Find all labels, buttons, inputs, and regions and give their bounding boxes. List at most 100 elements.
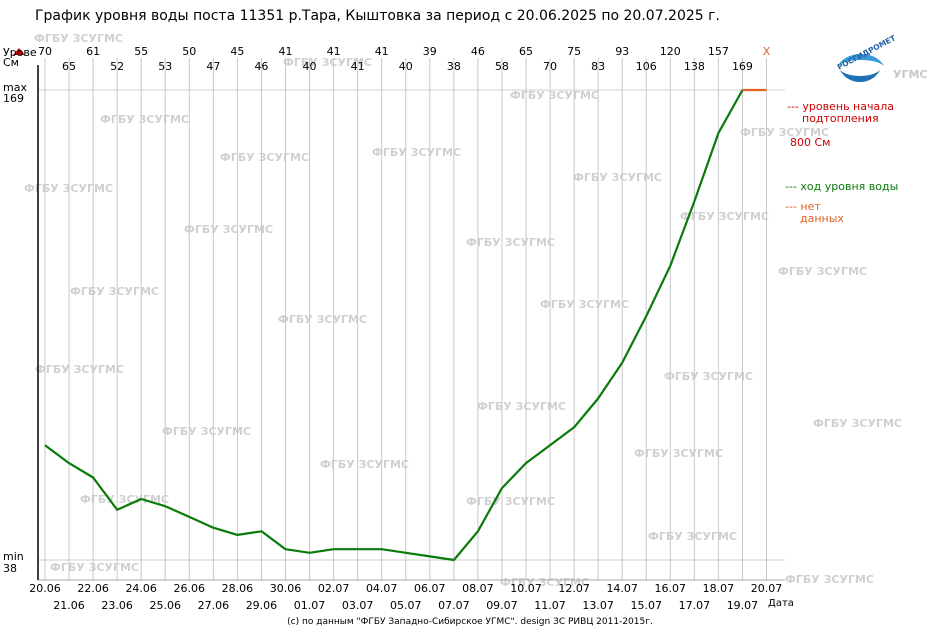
date-tick-label: 28.06 bbox=[222, 582, 254, 595]
top-value-label: 41 bbox=[375, 45, 389, 58]
top-value-label: 41 bbox=[327, 45, 341, 58]
date-tick-label: 06.07 bbox=[414, 582, 446, 595]
date-tick-label: 18.07 bbox=[703, 582, 735, 595]
watermark-text: ФГБУ ЗСУГМС bbox=[477, 400, 566, 413]
watermark-text: ФГБУ ЗСУГМС bbox=[372, 146, 461, 159]
date-tick-label: 02.07 bbox=[318, 582, 350, 595]
top-value-label: 106 bbox=[636, 60, 657, 73]
top-value-label: 41 bbox=[279, 45, 293, 58]
top-value-label: 40 bbox=[303, 60, 317, 73]
y-axis-arrow-icon bbox=[13, 48, 25, 55]
logo-badge bbox=[837, 39, 883, 85]
date-tick-label: 05.07 bbox=[390, 599, 422, 612]
y-axis-label: Урове bbox=[3, 46, 37, 59]
top-value-label: X bbox=[763, 45, 771, 58]
date-tick-label: 14.07 bbox=[606, 582, 638, 595]
top-value-label: 70 bbox=[543, 60, 557, 73]
date-tick-label: 09.07 bbox=[486, 599, 518, 612]
legend-item: данных bbox=[800, 212, 844, 225]
top-value-label: 46 bbox=[471, 45, 485, 58]
top-value-label: 75 bbox=[567, 45, 581, 58]
watermark-text: ФГБУ ЗСУГМС bbox=[680, 210, 769, 223]
top-value-label: 39 bbox=[423, 45, 437, 58]
top-value-label: 53 bbox=[158, 60, 172, 73]
footer-credit: (c) по данным "ФГБУ Западно-Сибирское УГ… bbox=[287, 617, 653, 627]
date-tick-label: 23.06 bbox=[101, 599, 133, 612]
date-tick-label: 27.06 bbox=[198, 599, 230, 612]
grid-layer bbox=[38, 58, 785, 581]
watermark-text: ФГБУ ЗСУГМС bbox=[466, 495, 555, 508]
watermark-text: ФГБУ ЗСУГМС bbox=[540, 298, 629, 311]
date-tick-label: 19.07 bbox=[727, 599, 759, 612]
top-value-label: 52 bbox=[110, 60, 124, 73]
date-tick-label: 11.07 bbox=[534, 599, 566, 612]
top-value-label: 70 bbox=[38, 45, 52, 58]
top-value-label: 65 bbox=[519, 45, 533, 58]
top-value-label: 58 bbox=[495, 60, 509, 73]
date-tick-label: 16.07 bbox=[655, 582, 687, 595]
watermark-text: ФГБУ ЗСУГМС bbox=[24, 182, 113, 195]
labels-layer: График уровня воды поста 11351 р.Тара, К… bbox=[29, 8, 794, 627]
logo-drop-icon bbox=[840, 70, 880, 82]
watermark-text: ФГБУ ЗСУГМС bbox=[283, 56, 372, 69]
y-axis-unit: Cм bbox=[3, 56, 19, 69]
watermark-text: ФГБУ ЗСУГМС bbox=[162, 425, 251, 438]
date-tick-label: 29.06 bbox=[246, 599, 278, 612]
watermark-text: ФГБУ ЗСУГМС bbox=[70, 285, 159, 298]
watermark-text: ФГБУ ЗСУГМС bbox=[664, 370, 753, 383]
date-tick-label: 21.06 bbox=[53, 599, 85, 612]
top-value-label: 157 bbox=[708, 45, 729, 58]
top-value-label: 38 bbox=[447, 60, 461, 73]
top-value-label: 65 bbox=[62, 60, 76, 73]
watermark-text: ФГБУ ЗСУГМС bbox=[320, 458, 409, 471]
watermark-text: ФГБУ ЗСУГМС bbox=[813, 417, 902, 430]
watermark-text: ФГБУ ЗСУГМС bbox=[80, 493, 169, 506]
date-tick-label: 20.07 bbox=[751, 582, 783, 595]
date-tick-label: 26.06 bbox=[174, 582, 206, 595]
max-value: 169 bbox=[3, 92, 24, 105]
legend-item: --- ход уровня воды bbox=[785, 180, 898, 193]
date-tick-label: 08.07 bbox=[462, 582, 494, 595]
watermark-text: ФГБУ ЗСУГМС bbox=[740, 126, 829, 139]
watermark-text: ФГБУ ЗСУГМС bbox=[785, 573, 874, 586]
top-value-label: 93 bbox=[615, 45, 629, 58]
min-value: 38 bbox=[3, 562, 17, 575]
watermark-text: ФГБУ ЗСУГМС bbox=[648, 530, 737, 543]
legend-item: --- уровень начала bbox=[787, 100, 894, 113]
min-label: min bbox=[3, 550, 24, 563]
watermark-text: ФГБУ ЗСУГМС bbox=[466, 236, 555, 249]
x-axis-label: Дата bbox=[768, 598, 794, 609]
legend-item: --- нет bbox=[785, 200, 821, 213]
date-tick-label: 22.06 bbox=[77, 582, 109, 595]
top-value-label: 120 bbox=[660, 45, 681, 58]
max-label: max bbox=[3, 81, 27, 94]
water-level-line bbox=[44, 89, 744, 562]
watermark-text: ФГБУ ЗСУГМС bbox=[278, 313, 367, 326]
watermark-text: ФГБУ ЗСУГМС bbox=[573, 171, 662, 184]
watermark-text: ФГБУ ЗСУГМС bbox=[50, 561, 139, 574]
date-tick-label: 03.07 bbox=[342, 599, 374, 612]
logo-suffix: УГМС bbox=[893, 68, 928, 81]
date-tick-label: 10.07 bbox=[510, 582, 542, 595]
date-tick-label: 01.07 bbox=[294, 599, 326, 612]
date-tick-label: 13.07 bbox=[582, 599, 614, 612]
chart-title: График уровня воды поста 11351 р.Тара, К… bbox=[35, 8, 720, 24]
watermark-text: ФГБУ ЗСУГМС bbox=[100, 113, 189, 126]
legend-item: 800 См bbox=[790, 136, 830, 149]
top-value-label: 83 bbox=[591, 60, 605, 73]
date-tick-label: 24.06 bbox=[125, 582, 157, 595]
logo-wave-icon bbox=[838, 54, 884, 66]
watermark-text: ФГБУ ЗСУГМС bbox=[220, 151, 309, 164]
date-tick-label: 07.07 bbox=[438, 599, 470, 612]
watermark-text: ФГБУ ЗСУГМС bbox=[778, 265, 867, 278]
legend-item: подтопления bbox=[802, 112, 879, 125]
date-tick-label: 15.07 bbox=[631, 599, 663, 612]
watermark-text: ФГБУ ЗСУГМС bbox=[34, 32, 123, 45]
watermark-text: ФГБУ ЗСУГМС bbox=[184, 223, 273, 236]
top-value-label: 55 bbox=[134, 45, 148, 58]
top-value-label: 41 bbox=[351, 60, 365, 73]
date-tick-label: 25.06 bbox=[150, 599, 182, 612]
watermark-text: ФГБУ ЗСУГМС bbox=[634, 447, 723, 460]
